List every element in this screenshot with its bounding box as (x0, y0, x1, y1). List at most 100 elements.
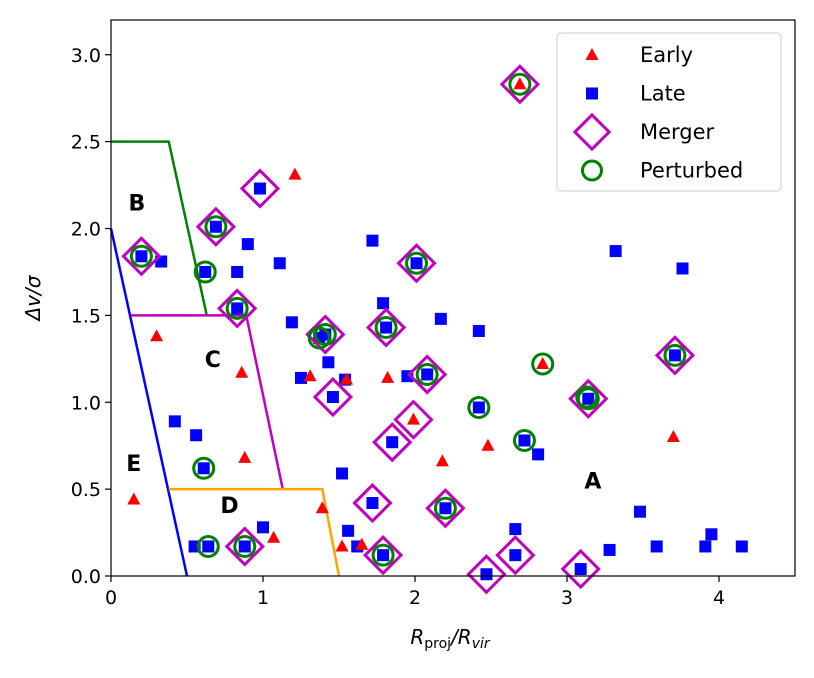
y-tick-label: 1.5 (71, 305, 101, 327)
late-point (472, 401, 485, 414)
late-point (421, 368, 434, 381)
late-point (410, 257, 423, 270)
perturbed-point (512, 428, 536, 452)
early-point (235, 365, 249, 378)
merger-point (365, 307, 407, 348)
perturbed-point (233, 534, 257, 558)
region-e-boundary (109, 228, 189, 577)
x-axis-label: Rproj/Rvir (410, 625, 491, 652)
late-point (532, 448, 545, 461)
legend-label-early: Early (640, 43, 693, 67)
late-point (380, 321, 393, 334)
late-point (668, 349, 681, 362)
late-point (231, 302, 244, 315)
late-point (633, 505, 646, 518)
late-point (322, 356, 335, 369)
x-tick-label: 4 (713, 587, 725, 609)
merger-point (224, 526, 265, 567)
late-point (705, 528, 718, 541)
merger-point (217, 288, 258, 329)
late-point (253, 182, 266, 195)
y-tick-label: 0.0 (71, 566, 101, 588)
late-point (135, 250, 148, 263)
late-point (168, 415, 181, 428)
legend-label-perturbed: Perturbed (640, 159, 743, 183)
y-tick-label: 2.5 (71, 132, 101, 154)
late-point (518, 434, 531, 447)
late-point (197, 462, 210, 475)
x-tick-label: 3 (561, 587, 573, 609)
perturbed-point (225, 296, 249, 320)
merger-point (352, 482, 393, 524)
perturbed-point (663, 343, 687, 367)
late-point (574, 563, 587, 576)
late-point (480, 568, 493, 581)
merger-point (239, 168, 281, 209)
late-point (472, 325, 485, 338)
perturbed-point (371, 543, 395, 567)
late-point (342, 524, 355, 537)
early-point (406, 412, 420, 425)
region-lines: B E C D A (109, 140, 601, 577)
x-tick-label: 2 (409, 587, 421, 609)
legend: Early Late Merger Perturbed (556, 32, 782, 192)
late-point (238, 540, 251, 553)
late-point (257, 521, 269, 534)
late-point (377, 549, 390, 562)
perturbed-point (192, 456, 216, 480)
region-d-boundary (168, 487, 341, 577)
legend-label-merger: Merger (640, 120, 715, 144)
late-point (676, 262, 689, 275)
perturbed-point (415, 362, 439, 386)
merger-point (195, 206, 237, 247)
merger-point (393, 399, 434, 440)
late-point (295, 371, 307, 384)
early-point (303, 369, 317, 382)
perturbed-point (575, 385, 599, 409)
early-point (150, 329, 164, 342)
merger-point (372, 422, 413, 463)
early-point (340, 372, 354, 385)
late-point (202, 540, 215, 553)
perturbed-point (204, 215, 228, 239)
legend-box (556, 32, 782, 192)
early-point (288, 167, 302, 180)
x-tick-label: 1 (257, 587, 269, 609)
late-point (735, 540, 748, 553)
legend-label-late: Late (640, 82, 686, 106)
perturbed-point (433, 496, 457, 520)
perturbed-point (531, 352, 555, 376)
merger-point (312, 376, 354, 418)
late-point (231, 265, 244, 278)
merger-point (362, 535, 404, 576)
perturbed-point (196, 534, 220, 558)
late-point (366, 234, 379, 247)
early-point (335, 539, 349, 552)
early-point (435, 454, 449, 467)
merger-point (495, 535, 536, 576)
y-tick-label: 2.0 (71, 219, 101, 241)
legend-marker-late-icon (586, 87, 598, 100)
perturbed-point (307, 326, 331, 350)
y-tick-label: 3.0 (71, 45, 101, 67)
region-b-boundary (111, 140, 208, 316)
late-point (273, 257, 286, 270)
y-axis-label: Δv/σ (21, 274, 45, 322)
late-point (582, 392, 595, 405)
late-point (509, 549, 522, 562)
early-point (355, 537, 369, 550)
late-point (190, 429, 203, 442)
merger-point (560, 548, 601, 590)
region-label-b: B (128, 191, 145, 216)
early-point (238, 450, 252, 463)
merger-point (407, 354, 448, 395)
early-point (666, 430, 680, 442)
legend-marker-merger-icon (572, 112, 612, 152)
data-points (121, 64, 748, 595)
perturbed-point (405, 251, 429, 275)
late-point (609, 245, 622, 258)
early-point (381, 370, 395, 383)
region-label-c: C (205, 348, 221, 373)
perturbed-point (467, 395, 491, 419)
